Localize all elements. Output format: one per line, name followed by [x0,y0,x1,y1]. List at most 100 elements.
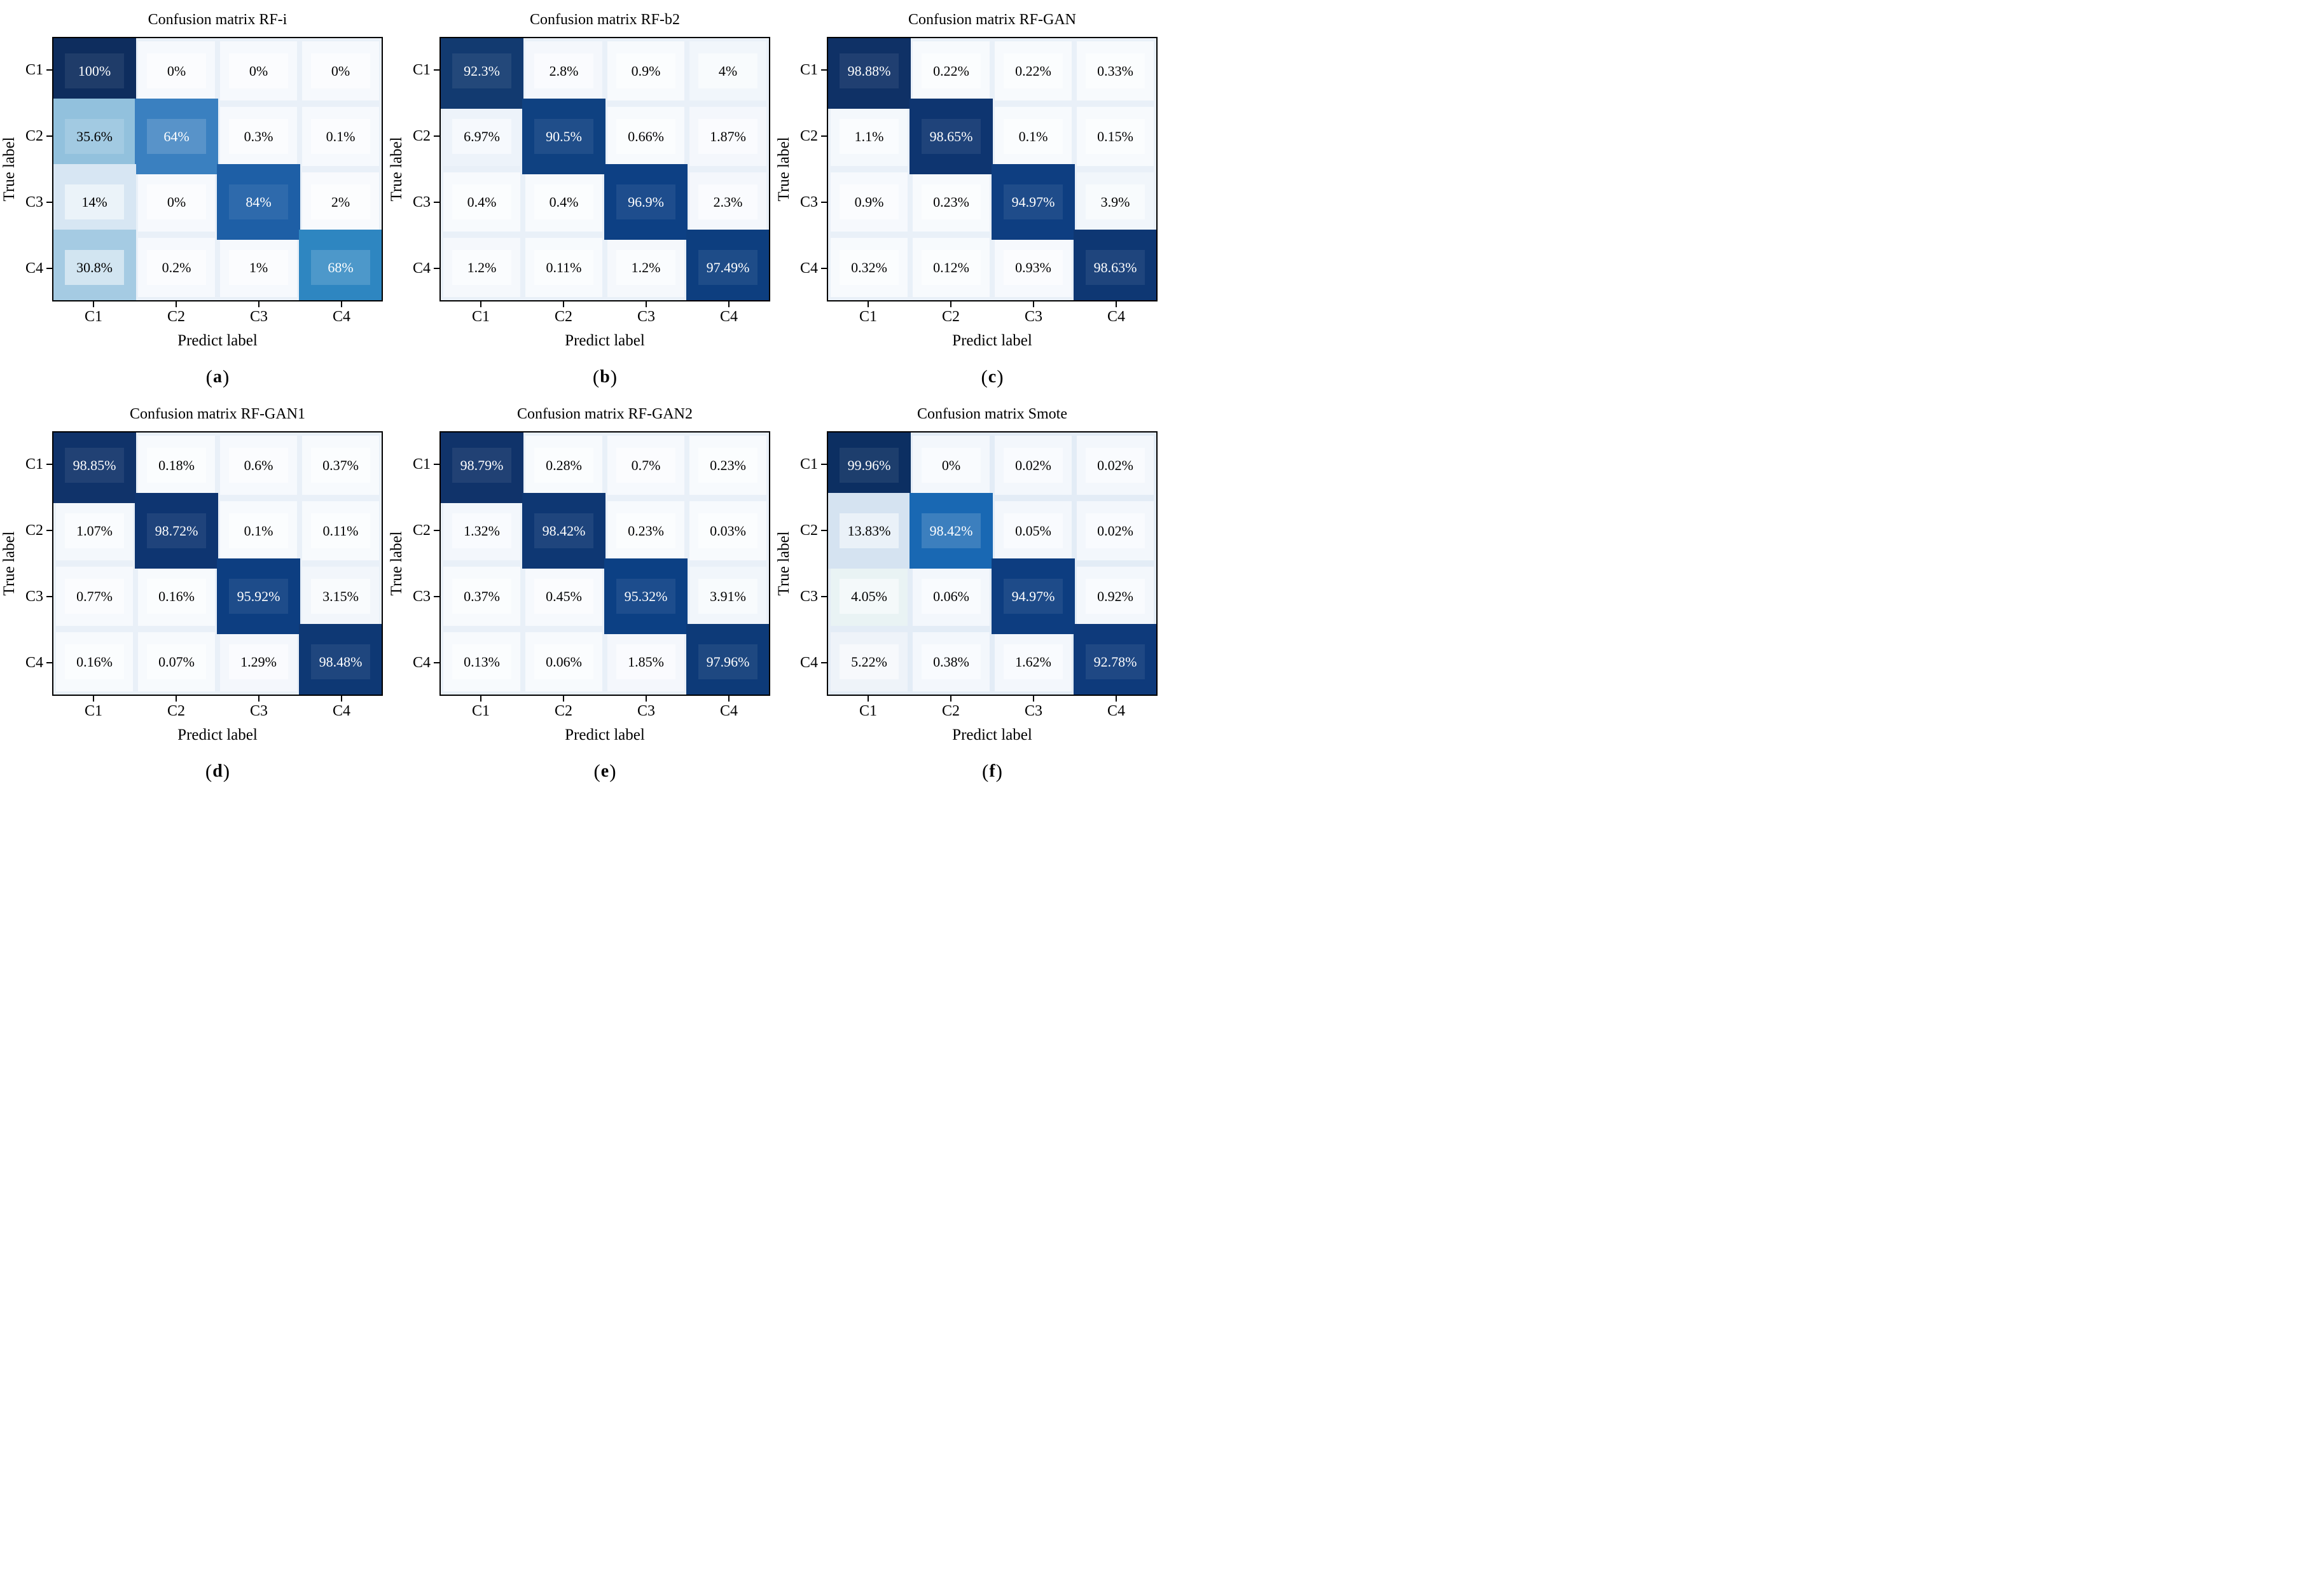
cell-label-box: 0% [229,53,288,89]
cell-label-box: 1.87% [698,118,757,155]
cell-label-box: 0% [311,53,370,89]
cell-value: 2.3% [713,193,743,210]
cell-value: 90.5% [546,128,582,144]
cell-value: 1% [249,259,268,275]
cell-label-box: 1.07% [65,513,124,549]
cell-label-box: 0.11% [534,249,593,286]
y-tick-C4: C4 [413,261,439,276]
x-axis-ticks: C1 C2 C3 C4 [439,696,770,724]
matrix-cell-r4c1: 0.13% [441,629,523,695]
x-tick-mark [728,696,730,702]
x-tick-label: C2 [167,703,186,719]
cell-label-box: 0.23% [698,447,757,483]
confusion-matrix-plot: 98.79% 0.28% 0.7% 0.23% 1.32% 98.42% 0.23% 0.03… [439,431,770,696]
matrix-cell-r3c2: 0.16% [135,564,218,629]
y-axis-label: True label [387,431,406,696]
cell-value: 0.37% [322,457,359,473]
cell-value: 100% [78,62,111,79]
y-tick-label: C4 [25,260,43,277]
y-tick-mark [46,662,52,663]
cell-value: 0.16% [158,588,195,604]
x-tick-mark [645,301,647,307]
cell-label-box: 98.88% [840,53,899,89]
cell-value: 68% [328,259,354,275]
matrix-cell-r3c3: 94.97% [991,558,1076,635]
matrix-cell-r4c2: 0.06% [523,629,605,695]
cell-value: 0.02% [1015,457,1051,473]
y-tick-C2: C2 [413,523,439,538]
x-tick-C3: C3 [1025,301,1042,324]
cell-label-box: 0.37% [452,578,511,614]
matrix-cell-r4c4: 97.49% [686,229,769,300]
cell-label-box: 0.07% [147,644,206,680]
cell-label-box: 98.65% [922,118,981,155]
x-tick-C4: C4 [720,696,738,719]
x-tick-mark [175,301,177,307]
cell-value: 2.8% [549,62,579,79]
x-tick-mark [562,696,564,702]
y-axis-ticks: C1 C2 C3 C4 [19,431,52,696]
cell-value: 1.2% [631,259,661,275]
cell-label-box: 1.2% [452,249,511,286]
cell-label-box: 92.78% [1086,644,1145,680]
y-tick-mark [821,596,827,597]
matrix-cell-r3c4: 3.91% [687,564,769,629]
cell-label-box: 0.13% [452,644,511,680]
x-tick-label: C2 [554,308,573,325]
cell-label-box: 0.1% [229,513,288,549]
y-tick-mark [46,135,52,137]
matrix-cell-r4c3: 1% [218,235,300,300]
x-tick-C2: C2 [555,696,572,719]
cell-label-box: 0.23% [616,513,675,549]
y-tick-label: C1 [799,62,818,78]
matrix-cell-r1c3: 0.7% [605,433,687,498]
cell-value: 98.48% [319,653,363,670]
x-tick-mark [645,696,647,702]
cell-value: 1.2% [467,259,497,275]
y-axis-label: True label [775,431,794,696]
x-tick-label: C3 [1024,308,1043,325]
cell-value: 0% [249,62,268,79]
y-tick-C4: C4 [800,655,827,670]
panel-d: Confusion matrix RF-GAN1 True label C1 C2… [0,397,387,791]
matrix-cell-r3c1: 0.77% [53,564,135,629]
cell-value: 0.77% [76,588,113,604]
y-tick-C3: C3 [413,589,439,604]
matrix-cell-r3c2: 0.45% [523,564,605,629]
cell-value: 0.22% [933,62,969,79]
y-tick-C1: C1 [800,62,827,78]
cell-label-box: 2.3% [698,184,757,220]
matrix-cell-r2c3: 0.66% [605,104,687,169]
cell-value: 97.49% [706,259,750,275]
cell-label-box: 0.1% [311,118,370,155]
x-tick-mark [480,301,481,307]
matrix-cell-r1c4: 0.23% [687,433,769,498]
cell-value: 0.22% [1015,62,1051,79]
x-tick-label: C1 [84,308,103,325]
matrix-cell-r3c4: 3.9% [1074,169,1156,235]
y-tick-label: C4 [412,260,431,277]
x-axis-label: Predict label [827,329,1158,352]
caption-open-paren: ( [982,760,989,782]
y-tick-label: C3 [25,194,43,211]
cell-value: 94.97% [1011,588,1055,604]
x-axis-label: Predict label [52,329,383,352]
y-tick-label: C1 [25,456,43,473]
matrix-cell-r4c2: 0.11% [523,235,605,300]
matrix-cell-r2c3: 0.3% [218,104,300,169]
cell-label-box: 3.9% [1086,184,1145,220]
cell-label-box: 0.92% [1086,578,1145,614]
y-tick-label: C2 [25,522,43,539]
y-tick-C1: C1 [800,457,827,472]
caption-open-paren: ( [592,366,600,388]
y-tick-label: C2 [25,128,43,144]
confusion-matrix-plot: 99.96% 0% 0.02% 0.02% 13.83% 98.42% 0.05% 0.02%… [827,431,1158,696]
y-tick-C1: C1 [25,457,52,472]
y-tick-C3: C3 [25,589,52,604]
x-axis-ticks: C1 C2 C3 C4 [827,696,1158,724]
cell-label-box: 2% [311,184,370,220]
caption-close-paren: ) [995,760,1002,782]
cell-value: 98.85% [73,457,116,473]
x-tick-label: C3 [637,703,656,719]
caption-letter: e [600,761,609,781]
